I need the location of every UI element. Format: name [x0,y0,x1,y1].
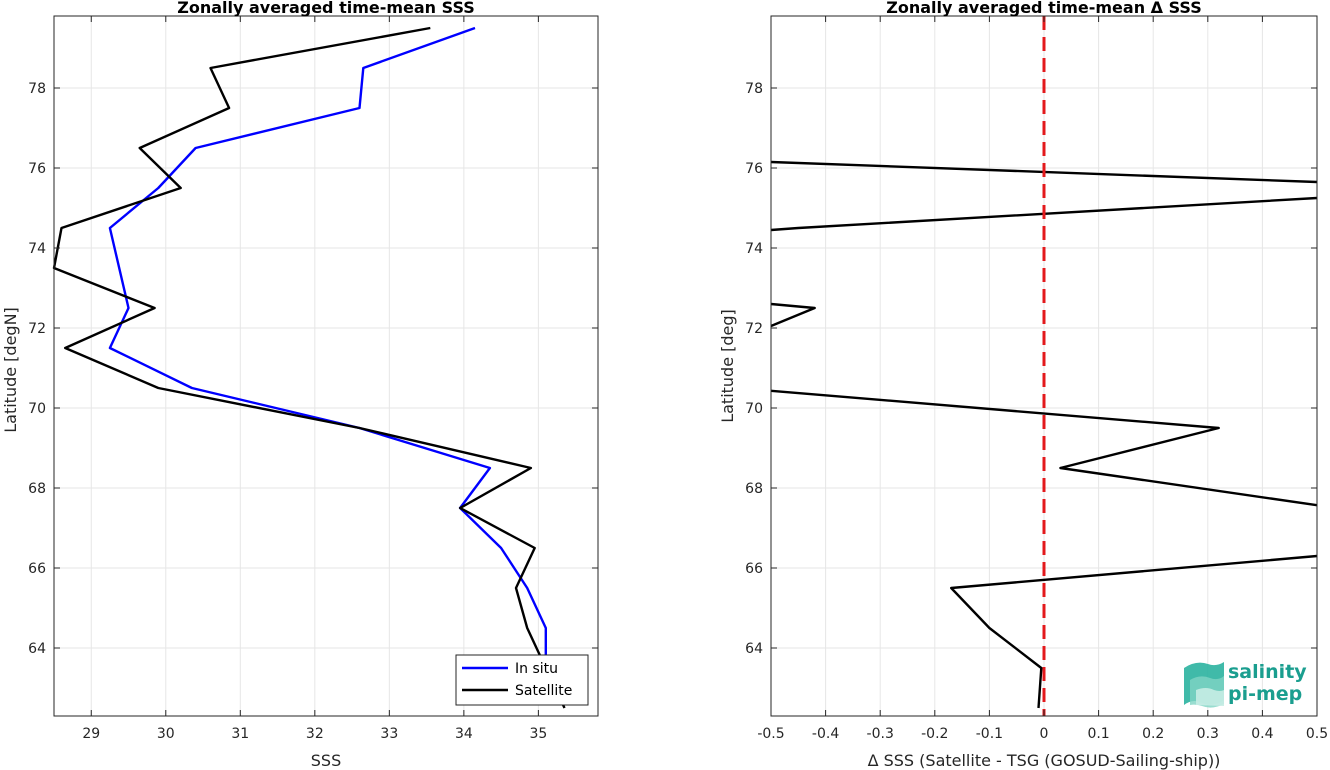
right-ticks: -0.5 -0.4 -0.3 -0.2 -0.1 0 0.1 0.2 0.3 0.4 0.5 64 66… [745,16,1328,742]
x-tick-label: 0 [1040,726,1049,742]
x-tick-label: 32 [306,726,324,742]
y-tick-label: 74 [28,241,46,257]
x-tick-label: 33 [380,726,398,742]
left-grid [54,16,598,716]
y-tick-label: 76 [28,161,46,177]
series-line-segment-1 [770,196,1318,232]
y-tick-label: 74 [745,241,763,257]
y-tick-label: 70 [745,401,763,417]
series-line-in-situ [108,26,547,668]
left-ylabel: Latitude [degN] [1,307,20,433]
left-series [52,26,566,709]
series-line-segment-4 [950,554,1318,709]
x-tick-label: 29 [82,726,100,742]
series-line-satellite [52,26,566,709]
x-tick-label: 0.5 [1306,726,1328,742]
x-tick-label: -0.1 [976,726,1003,742]
salinity-pi-mep-logo: salinity pi-mep [1184,661,1307,708]
y-tick-label: 72 [745,321,763,337]
left-xlabel: SSS [311,751,341,770]
x-tick-label: 0.1 [1087,726,1109,742]
left-panel: 29 30 31 32 33 34 35 64 66 68 70 72 74 76 78 Zonally a… [1,0,599,770]
right-xlabel: Δ SSS (Satellite - TSG (GOSUD-Sailing-sh… [868,751,1221,770]
y-tick-label: 76 [745,161,763,177]
y-tick-label: 66 [28,561,46,577]
y-tick-label: 72 [28,321,46,337]
y-tick-label: 66 [745,561,763,577]
x-tick-label: -0.3 [867,726,894,742]
x-tick-label: 35 [529,726,547,742]
x-tick-label: -0.4 [812,726,839,742]
left-title: Zonally averaged time-mean SSS [177,0,475,17]
y-tick-label: 70 [28,401,46,417]
right-title: Zonally averaged time-mean Δ SSS [886,0,1202,17]
logo-text-pi-mep: pi-mep [1228,683,1302,705]
right-panel: -0.5 -0.4 -0.3 -0.2 -0.1 0 0.1 0.2 0.3 0.4 0.5 64 66… [718,0,1328,770]
left-axes-box [53,15,599,717]
legend-label-in-situ: In situ [515,661,558,677]
legend: In situ Satellite [455,654,589,706]
series-line-segment-3 [770,389,1318,507]
y-tick-label: 68 [745,481,763,497]
right-ylabel: Latitude [deg] [718,309,737,423]
x-tick-label: 30 [157,726,175,742]
left-ticks: 29 30 31 32 33 34 35 64 66 68 70 72 74 76 78 [28,16,598,742]
y-tick-label: 78 [28,81,46,97]
y-tick-label: 78 [745,81,763,97]
left-axes-background [54,16,598,716]
legend-label-satellite: Satellite [515,683,572,699]
logo-wave-icon [1184,662,1224,708]
y-tick-label: 64 [28,641,46,657]
x-tick-label: -0.2 [921,726,948,742]
y-tick-label: 64 [745,641,763,657]
legend-box [455,654,589,706]
y-tick-label: 68 [28,481,46,497]
x-tick-label: 0.4 [1251,726,1273,742]
x-tick-label: 31 [231,726,249,742]
x-tick-label: 34 [455,726,473,742]
x-tick-label: 0.2 [1142,726,1164,742]
x-tick-label: 0.3 [1197,726,1219,742]
logo-text-salinity: salinity [1228,661,1307,683]
x-tick-label: -0.5 [757,726,784,742]
series-line-segment-2 [770,302,816,328]
